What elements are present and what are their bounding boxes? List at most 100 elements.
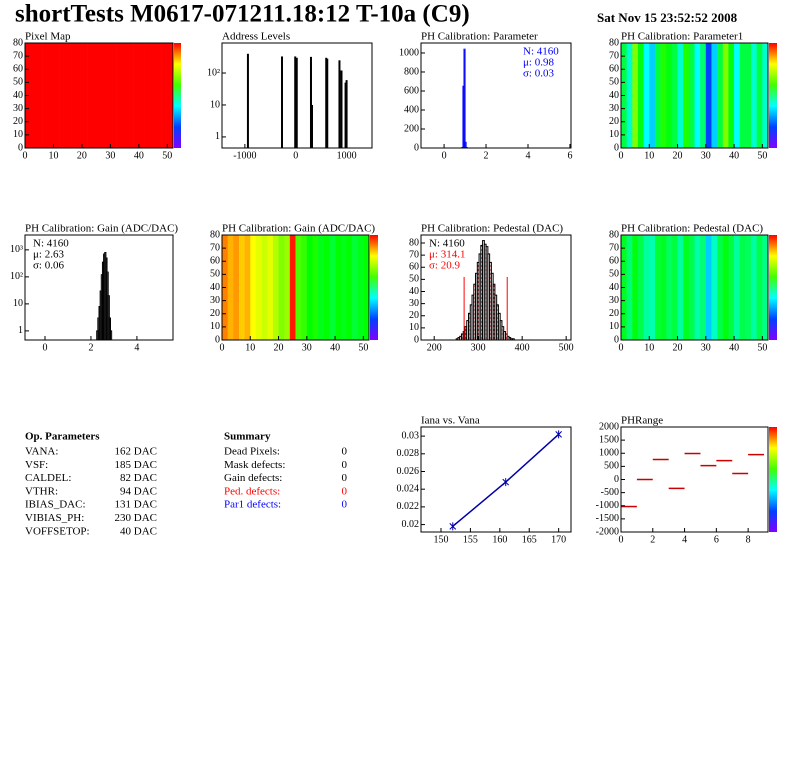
block-title: Op. Parameters — [25, 431, 100, 443]
stats-line: σ: 0.03 — [523, 68, 554, 80]
summary-value: 0 — [342, 499, 348, 511]
heat-cell — [717, 43, 724, 148]
x-tick-label: 0 — [42, 342, 47, 353]
y-tick-label: 50 — [609, 269, 619, 280]
y-tick-label: 800 — [404, 66, 419, 77]
y-tick-label: 500 — [604, 461, 619, 472]
y-tick-label: 10 — [609, 321, 619, 332]
x-tick-label: 20 — [274, 342, 284, 353]
panel-title: PH Calibration: Gain (ADC/DAC) — [222, 223, 375, 235]
heat-cell — [227, 235, 234, 340]
heat-cell — [278, 235, 285, 340]
param-value: 185 DAC — [115, 459, 157, 471]
heat-cell — [660, 43, 667, 148]
y-tick-label: 0 — [614, 142, 619, 153]
heat-cell — [59, 43, 66, 148]
heat-cell — [104, 43, 111, 148]
heat-cell — [150, 43, 157, 148]
frame — [221, 42, 373, 149]
x-tick-label: 50 — [757, 150, 767, 161]
y-tick-label: 30 — [13, 103, 23, 114]
y-tick-label: 0.024 — [397, 483, 420, 494]
heat-cell — [688, 235, 695, 340]
x-tick-label: 0 — [23, 150, 28, 161]
palette — [769, 43, 777, 148]
heat-cell — [267, 235, 274, 340]
heat-cell — [133, 43, 140, 148]
y-tick-label: 10³ — [10, 244, 23, 255]
heat-cell — [728, 43, 735, 148]
date: Sat Nov 15 23:52:52 2008 — [597, 10, 738, 25]
x-tick-label: 0 — [619, 150, 624, 161]
y-tick-label: 30 — [609, 295, 619, 306]
x-tick-label: 155 — [463, 534, 478, 545]
heat-cell — [756, 235, 763, 340]
heat-cell — [53, 43, 60, 148]
stats-line: μ: 2.63 — [33, 249, 64, 261]
heat-cell — [357, 235, 364, 340]
x-tick-label: 40 — [729, 150, 739, 161]
heat-cell — [683, 43, 690, 148]
y-tick-label: 40 — [13, 90, 23, 101]
y-tick-label: 20 — [13, 116, 23, 127]
x-tick-label: 20 — [77, 150, 87, 161]
x-tick-label: 40 — [330, 342, 340, 353]
y-tick-label: 1 — [18, 325, 23, 336]
param-name: VOFFSETOP: — [25, 525, 90, 537]
y-tick-label: 0 — [414, 334, 419, 345]
y-tick-label: 30 — [609, 103, 619, 114]
heat-cell — [244, 235, 251, 340]
panel-title: PH Calibration: Gain (ADC/DAC) — [25, 223, 178, 235]
frame — [420, 42, 572, 149]
y-tick-label: 80 — [609, 229, 619, 240]
y-tick-label: 20 — [609, 116, 619, 127]
heat-cell — [87, 43, 94, 148]
x-tick-label: 4 — [525, 150, 530, 161]
y-tick-label: 0.03 — [402, 430, 420, 441]
panel-title: Iana vs. Vana — [421, 415, 480, 427]
heat-cell — [649, 43, 656, 148]
heat-cell — [671, 43, 678, 148]
summary-value: 0 — [342, 485, 348, 497]
x-tick-label: 8 — [746, 534, 751, 545]
heat-cell — [116, 43, 123, 148]
point — [449, 522, 457, 531]
heat-cell — [666, 43, 673, 148]
summary-name: Par1 defects: — [224, 499, 281, 511]
panel-title: PH Calibration: Parameter1 — [621, 31, 743, 43]
heat-cell — [694, 235, 701, 340]
heat-cell — [688, 43, 695, 148]
y-tick-label: 50 — [409, 274, 419, 285]
block-title: Summary — [224, 431, 271, 443]
spike — [325, 57, 328, 148]
y-tick-label: 20 — [210, 308, 220, 319]
summary-value: 0 — [342, 459, 348, 471]
y-tick-label: 200 — [404, 123, 419, 134]
stats-line: N: 4160 — [33, 238, 69, 250]
heat-cell — [238, 235, 245, 340]
heat-cell — [312, 235, 319, 340]
stats-line: σ: 20.9 — [429, 260, 460, 272]
heat-cell — [677, 235, 684, 340]
param-value: 82 DAC — [120, 472, 157, 484]
y-tick-label: 10 — [13, 298, 23, 309]
panel-title: PH Calibration: Pedestal (DAC) — [421, 223, 563, 235]
heat-cell — [705, 235, 712, 340]
heat-cell — [340, 235, 347, 340]
heat-cell — [632, 235, 639, 340]
y-tick-label: 70 — [609, 50, 619, 61]
param-value: 94 DAC — [120, 485, 157, 497]
heat-cell — [161, 43, 168, 148]
x-tick-label: 30 — [701, 342, 711, 353]
spike — [344, 82, 347, 148]
palette — [769, 427, 777, 532]
palette — [769, 235, 777, 340]
heat-cell — [683, 235, 690, 340]
heat-cell — [127, 43, 134, 148]
panel-title: PHRange — [621, 415, 663, 427]
heat-cell — [734, 235, 741, 340]
param-name: VIBIAS_PH: — [25, 512, 84, 524]
y-tick-label: 0 — [18, 142, 23, 153]
y-tick-label: 80 — [609, 37, 619, 48]
y-tick-label: 2000 — [599, 421, 619, 432]
